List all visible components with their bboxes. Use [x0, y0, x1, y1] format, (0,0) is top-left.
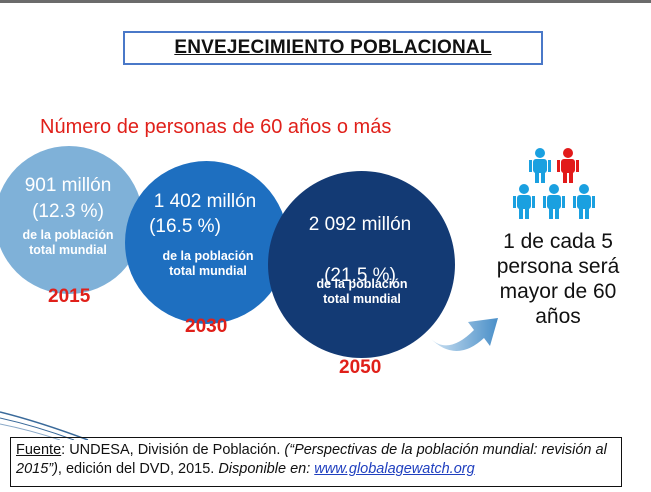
- note-2015-line1: de la población: [22, 228, 114, 242]
- source-publication: (“Perspectivas de la población mundial: …: [16, 442, 607, 477]
- circle-2050: [268, 171, 455, 358]
- note-2050-line2: total mundial: [323, 292, 401, 306]
- note-2015-line2: total mundial: [29, 243, 107, 257]
- statement-line-2: persona será: [496, 255, 620, 278]
- top-divider: [0, 0, 651, 3]
- source-link[interactable]: www.globalagewatch.org: [314, 461, 475, 477]
- amount-2015: 901 millón: [24, 175, 112, 196]
- source-text: : UNDESA, División de Población.: [61, 442, 285, 458]
- statement-line-4: años: [535, 305, 581, 328]
- decorative-swoosh: [0, 411, 89, 440]
- percent-2015: (12.3 %): [32, 201, 104, 222]
- circle-2015: [0, 146, 143, 294]
- source-edition: , edición del DVD, 2015.: [57, 461, 219, 477]
- chart-subtitle: Número de personas de 60 años o más: [40, 116, 392, 138]
- amount-2030: 1 402 millón: [153, 191, 257, 212]
- statement-line-1: 1 de cada 5: [503, 230, 613, 253]
- note-2030-line1: de la población: [162, 249, 254, 263]
- statement-line-3: mayor de 60: [499, 280, 617, 303]
- source-available: Disponible en:: [218, 461, 315, 477]
- note-2030-line2: total mundial: [169, 264, 247, 278]
- curved-arrow-icon: [430, 318, 498, 351]
- person-group-icon: [513, 148, 595, 219]
- year-2050: 2050: [339, 357, 382, 378]
- year-2015: 2015: [48, 286, 91, 307]
- page-title: ENVEJECIMIENTO POBLACIONAL: [123, 31, 543, 65]
- circle-2030: [125, 161, 288, 324]
- percent-2050: (21.5 %): [324, 265, 396, 286]
- note-2050-line1: de la población: [316, 277, 408, 291]
- source-label: Fuente: [16, 442, 62, 458]
- year-2030: 2030: [185, 316, 228, 337]
- percent-2030: (16.5 %): [149, 216, 221, 237]
- source-citation: Fuente: UNDESA, División de Población. (…: [10, 437, 622, 487]
- ratio-statement: 1 de cada 5 persona será mayor de 60 año…: [478, 229, 638, 329]
- amount-2050: 2 092 millón: [308, 214, 412, 235]
